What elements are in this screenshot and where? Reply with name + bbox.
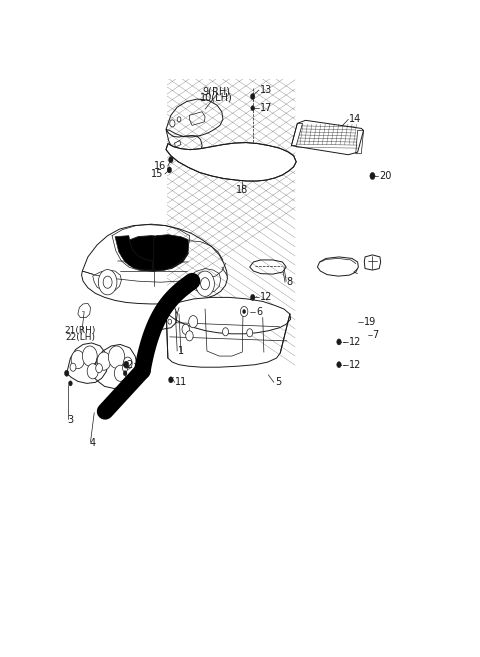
Text: 14: 14 xyxy=(349,114,361,124)
Text: 6: 6 xyxy=(256,307,263,317)
Text: 12: 12 xyxy=(260,292,273,302)
Circle shape xyxy=(223,328,228,336)
Circle shape xyxy=(167,167,172,173)
Text: 13: 13 xyxy=(260,85,272,95)
Polygon shape xyxy=(121,236,188,271)
Circle shape xyxy=(96,364,102,373)
Text: 4: 4 xyxy=(90,438,96,448)
Polygon shape xyxy=(166,143,296,181)
Circle shape xyxy=(87,364,98,379)
Circle shape xyxy=(243,309,246,313)
Circle shape xyxy=(168,377,173,383)
Circle shape xyxy=(170,120,175,127)
Circle shape xyxy=(159,316,163,322)
Polygon shape xyxy=(166,298,290,334)
Polygon shape xyxy=(291,120,363,155)
Circle shape xyxy=(97,352,110,371)
Circle shape xyxy=(251,93,255,100)
Circle shape xyxy=(251,294,255,300)
Circle shape xyxy=(69,381,72,386)
Circle shape xyxy=(186,330,193,341)
Circle shape xyxy=(370,172,375,179)
Circle shape xyxy=(123,357,132,369)
Polygon shape xyxy=(154,235,188,270)
Text: 10(LH): 10(LH) xyxy=(200,93,233,102)
Circle shape xyxy=(196,271,215,296)
Text: 12: 12 xyxy=(349,337,362,347)
Circle shape xyxy=(71,350,84,369)
Circle shape xyxy=(123,371,127,376)
Text: 1: 1 xyxy=(178,346,184,356)
Text: 3: 3 xyxy=(142,363,148,373)
Text: 2: 2 xyxy=(126,359,132,370)
Circle shape xyxy=(182,324,190,334)
Text: 17: 17 xyxy=(260,103,273,113)
Text: 3: 3 xyxy=(67,415,73,425)
Text: 15: 15 xyxy=(151,169,163,179)
Circle shape xyxy=(168,157,173,163)
Circle shape xyxy=(114,365,126,381)
Circle shape xyxy=(251,106,254,111)
Text: 19: 19 xyxy=(364,317,376,327)
Circle shape xyxy=(70,363,76,371)
Circle shape xyxy=(189,315,198,328)
Text: 11: 11 xyxy=(175,377,188,388)
Circle shape xyxy=(168,319,172,324)
Polygon shape xyxy=(115,236,152,270)
Text: 16: 16 xyxy=(154,161,166,171)
Circle shape xyxy=(124,361,129,368)
Circle shape xyxy=(83,346,97,366)
Circle shape xyxy=(96,356,104,366)
Text: 9(RH): 9(RH) xyxy=(202,87,230,97)
Text: 22(LH): 22(LH) xyxy=(65,333,96,342)
Circle shape xyxy=(122,365,128,372)
Text: 8: 8 xyxy=(286,277,292,287)
Circle shape xyxy=(337,339,341,345)
Text: 18: 18 xyxy=(236,185,249,195)
Text: 5: 5 xyxy=(275,377,281,388)
Circle shape xyxy=(201,278,210,290)
Text: 21(RH): 21(RH) xyxy=(65,327,96,335)
Text: 7: 7 xyxy=(372,330,379,340)
Circle shape xyxy=(337,361,341,368)
Circle shape xyxy=(240,306,248,317)
Circle shape xyxy=(98,269,117,295)
Circle shape xyxy=(103,276,112,288)
Circle shape xyxy=(64,371,69,376)
Circle shape xyxy=(177,117,181,122)
Circle shape xyxy=(164,314,168,319)
Text: 12: 12 xyxy=(349,359,362,370)
Text: 20: 20 xyxy=(379,171,392,181)
Circle shape xyxy=(247,328,252,337)
Circle shape xyxy=(108,346,125,368)
